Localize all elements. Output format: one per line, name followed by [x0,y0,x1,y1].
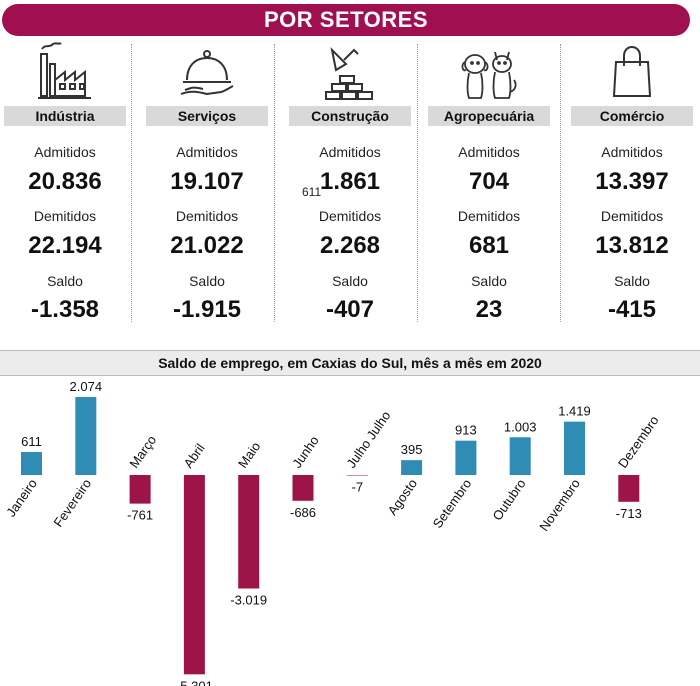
divider [417,44,418,322]
sector-servicos: Serviços Admitidos 19.107 Demitidos 21.0… [142,40,272,325]
data-label: -5.301 [176,678,213,686]
sector-name: Construção [289,106,411,126]
category-label: Julho Julho [343,408,393,470]
bar [346,475,368,476]
admitted-value: 704 [468,168,510,195]
bar [618,475,640,502]
bar [21,452,42,475]
balance-value: -1.915 [172,296,242,323]
divider [131,44,132,322]
divider [274,44,275,322]
dismissed-value: 13.812 [595,232,669,259]
balance-value: -407 [325,296,375,323]
admitted-label: Admitidos [601,144,663,160]
bricks-trowel-icon [320,40,380,102]
sector-comercio: Comércio Admitidos 13.397 Demitidos 13.8… [567,40,697,325]
sector-construcao: Construção Admitidos 1.861 Demitidos 2.2… [285,40,415,325]
data-label: -761 [127,508,153,523]
balance-label: Saldo [332,273,368,289]
balance-value: 23 [475,296,503,323]
dog-cat-icon [459,40,519,102]
admitted-label: Admitidos [458,144,520,160]
category-label: Janeiro [3,476,40,520]
category-label: Dezembro [615,413,662,471]
bar [455,440,477,475]
sector-panel: Indústria Admitidos 20.836 Demitidos 22.… [0,40,700,325]
category-label: Outubro [489,476,528,523]
category-label: Março [126,433,159,471]
data-label: 2.074 [70,379,103,394]
admitted-label: Admitidos [176,144,238,160]
dismissed-label: Demitidos [175,208,239,224]
balance-value: -415 [607,296,657,323]
bar [75,397,97,475]
data-label: 611 [21,434,42,449]
data-label: 913 [455,423,477,438]
bar [183,475,205,675]
data-label: -713 [616,506,642,521]
data-label: 1.003 [504,419,537,434]
admitted-value: 19.107 [170,168,244,195]
cloche-icon [177,40,237,102]
sector-name: Agropecuária [428,106,550,126]
shopping-bag-icon [602,40,662,102]
section-header: POR SETORES [2,4,690,36]
section-title: POR SETORES [263,7,429,32]
data-label: -3.019 [230,593,267,608]
category-label: Maio [235,439,263,471]
sector-name: Comércio [571,106,693,126]
dismissed-value: 2.268 [319,232,381,259]
admitted-value: 13.397 [595,168,669,195]
data-label: 395 [401,442,423,457]
dismissed-value: 21.022 [170,232,244,259]
sector-industria: Indústria Admitidos 20.836 Demitidos 22.… [0,40,130,325]
balance-value: -1.358 [30,296,100,323]
category-label: Novembro [536,476,583,534]
data-label: -686 [290,505,316,520]
stray-label: 611 [302,185,322,199]
balance-label: Saldo [614,273,650,289]
chart-title-bar: Saldo de emprego, em Caxias do Sul, mês … [0,350,700,376]
bar [564,421,585,475]
admitted-value: 1.861 [319,168,381,195]
dismissed-value: 681 [468,232,510,259]
admitted-value: 20.836 [28,168,102,195]
balance-label: Saldo [47,273,83,289]
category-label: Junho [289,433,322,471]
data-label: 1.419 [558,404,591,419]
admitted-label: Admitidos [319,144,381,160]
dismissed-label: Demitidos [318,208,382,224]
bar [292,475,314,501]
admitted-label: Admitidos [34,144,96,160]
dismissed-label: Demitidos [600,208,664,224]
dismissed-label: Demitidos [457,208,521,224]
category-label: Agosto [385,476,421,518]
bar [238,475,260,589]
sector-agropecuaria: Agropecuária Admitidos 704 Demitidos 681… [424,40,554,325]
bar [401,460,423,475]
balance-label: Saldo [471,273,507,289]
sector-name: Serviços [146,106,268,126]
monthly-balance-chart: 611 Janeiro 2.074 Fevereiro -761 Março -5.301 A… [3,379,662,686]
bar [509,437,531,475]
data-label: -7 [352,479,364,494]
divider [560,44,561,322]
category-label: Abril [181,441,208,471]
category-label: Setembro [430,476,475,531]
factory-icon [35,40,95,102]
chart-title: Saldo de emprego, em Caxias do Sul, mês … [158,355,542,371]
dismissed-value: 22.194 [28,232,102,259]
dismissed-label: Demitidos [33,208,97,224]
balance-label: Saldo [189,273,225,289]
bar [129,475,151,504]
sector-name: Indústria [4,106,126,126]
category-label: Fevereiro [50,476,94,530]
